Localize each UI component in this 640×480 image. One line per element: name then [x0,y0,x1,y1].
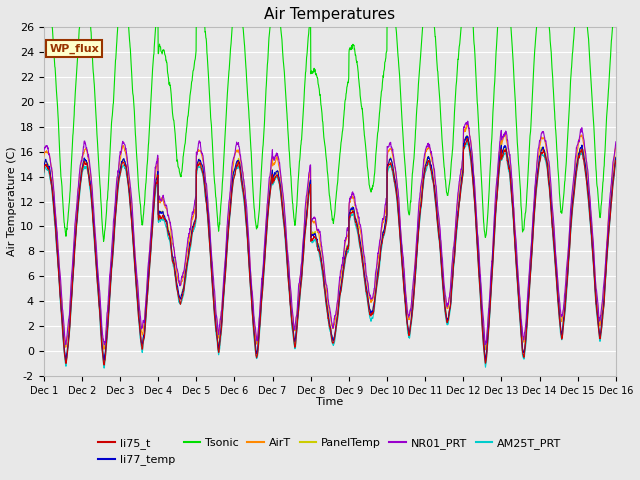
Y-axis label: Air Temperature (C): Air Temperature (C) [7,147,17,256]
Legend: li75_t, li77_temp, Tsonic, AirT, PanelTemp, NR01_PRT, AM25T_PRT: li75_t, li77_temp, Tsonic, AirT, PanelTe… [94,433,566,470]
Text: WP_flux: WP_flux [49,44,99,54]
X-axis label: Time: Time [316,397,344,407]
Title: Air Temperatures: Air Temperatures [264,7,396,22]
